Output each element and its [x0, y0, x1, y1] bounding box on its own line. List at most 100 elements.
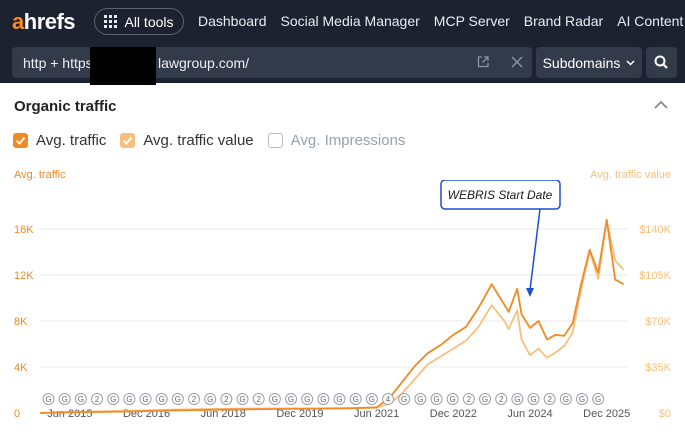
open-external-icon[interactable]	[476, 55, 490, 69]
event-marker	[107, 393, 120, 405]
event-marker-label: 2	[256, 395, 261, 404]
event-marker	[204, 393, 217, 405]
event-marker-label: G	[159, 395, 165, 404]
right-tick-label: $105K	[639, 270, 671, 282]
event-marker	[74, 393, 87, 405]
event-marker	[317, 393, 330, 405]
nav-ai-content-helper[interactable]: AI Content Help	[617, 13, 685, 29]
event-marker-label: 2	[467, 395, 472, 404]
panel-title: Organic traffic	[14, 98, 117, 115]
event-marker	[58, 393, 71, 405]
avg-traffic-value-toggle[interactable]: Avg. traffic value	[120, 132, 254, 149]
avg-traffic-toggle[interactable]: Avg. traffic	[13, 132, 106, 149]
event-marker-label: G	[110, 395, 116, 404]
grid-icon	[104, 15, 118, 28]
x-tick-label: Jun 2024	[507, 408, 552, 420]
organic-traffic-chart[interactable]: 0 $0 4K $35K 8K $70K 12K $105K 16K $140K Jun 2015 D…	[0, 180, 685, 434]
all-tools-label: All tools	[124, 13, 174, 30]
event-marker-label: G	[62, 395, 68, 404]
event-marker-label: G	[530, 395, 536, 404]
redacted-block	[90, 47, 156, 85]
event-marker-label: 2	[192, 395, 197, 404]
event-marker-label: 2	[95, 395, 100, 404]
event-marker-label: G	[450, 395, 456, 404]
right-tick-label: $0	[659, 408, 671, 420]
url-suffix: lawgroup.com/	[158, 55, 250, 71]
event-marker-label: G	[78, 395, 84, 404]
left-axis-title: Avg. traffic	[14, 169, 66, 181]
right-axis-title: Avg. traffic value	[590, 169, 671, 181]
event-marker	[479, 393, 492, 405]
nav-dashboard[interactable]: Dashboard	[198, 13, 267, 29]
event-marker-label: G	[142, 395, 148, 404]
top-navigation-bar: ahrefs All tools Dashboard Social Media …	[0, 0, 685, 43]
event-marker	[349, 393, 362, 405]
event-marker-label: G	[45, 395, 51, 404]
x-tick-label: Dec 2019	[276, 408, 323, 420]
main-nav: Dashboard Social Media Manager MCP Serve…	[198, 13, 685, 29]
event-marker-label: G	[369, 395, 375, 404]
callout-arrow-line	[529, 208, 541, 291]
event-marker	[576, 393, 589, 405]
event-marker	[446, 393, 459, 405]
nav-social-media-manager[interactable]: Social Media Manager	[280, 13, 420, 29]
event-marker	[333, 393, 346, 405]
event-marker-label: G	[417, 395, 423, 404]
left-tick-label: 12K	[14, 270, 34, 282]
event-marker	[91, 393, 104, 405]
avg-traffic-value-label: Avg. traffic value	[143, 132, 254, 149]
x-tick-label: Jun 2018	[201, 408, 246, 420]
event-marker	[171, 393, 184, 405]
chevron-up-icon[interactable]	[653, 99, 669, 111]
callout-box	[440, 180, 561, 210]
checkbox-checked-icon[interactable]	[13, 133, 28, 148]
search-icon	[654, 55, 668, 69]
event-marker	[268, 393, 281, 405]
left-tick-label: 4K	[14, 362, 28, 374]
event-marker	[42, 393, 55, 405]
checkbox-unchecked-icon[interactable]	[267, 133, 283, 148]
event-marker	[414, 393, 427, 405]
url-input[interactable]: http + https lawgroup.com/	[12, 47, 532, 85]
mode-select[interactable]: Subdomains	[536, 47, 642, 78]
event-marker-label: G	[482, 395, 488, 404]
mode-label: Subdomains	[542, 54, 621, 71]
checkbox-checked-icon[interactable]	[120, 133, 136, 148]
event-marker-label: G	[579, 395, 585, 404]
nav-brand-radar[interactable]: Brand Radar	[523, 13, 604, 29]
all-tools-button[interactable]: All tools	[94, 8, 184, 35]
event-marker	[123, 393, 136, 405]
event-marker-label: 2	[547, 395, 552, 404]
x-tick-label: Dec 2025	[583, 408, 630, 420]
event-marker	[139, 393, 152, 405]
event-marker	[398, 393, 411, 405]
right-tick-label: $140K	[639, 224, 671, 236]
event-marker-label: G	[336, 395, 342, 404]
event-marker-label: G	[320, 395, 326, 404]
left-tick-label: 0	[14, 408, 20, 420]
traffic-value-line	[39, 218, 625, 414]
avg-impressions-toggle[interactable]: Avg. Impressions	[267, 132, 405, 149]
chevron-down-icon	[626, 59, 635, 66]
url-prefix: http + https	[23, 55, 93, 71]
event-marker-label: G	[175, 395, 181, 404]
clear-icon[interactable]	[510, 55, 524, 69]
event-marker	[592, 393, 605, 405]
event-marker-label: 4	[386, 395, 391, 404]
event-marker-label: 2	[224, 395, 229, 404]
event-marker-label: G	[401, 395, 407, 404]
event-marker-label: G	[514, 395, 520, 404]
right-tick-label: $70K	[645, 316, 671, 328]
event-marker-label: G	[595, 395, 601, 404]
event-marker	[511, 393, 524, 405]
event-marker-label: G	[304, 395, 310, 404]
callout-arrow-head	[526, 288, 534, 297]
event-marker-label: G	[126, 395, 132, 404]
search-button[interactable]	[646, 47, 677, 78]
url-bar: http + https lawgroup.com/ Subdomains	[0, 43, 685, 85]
x-tick-label: Dec 2022	[430, 408, 477, 420]
event-marker	[155, 393, 168, 405]
ahrefs-logo[interactable]: ahrefs	[12, 9, 76, 35]
nav-mcp-server[interactable]: MCP Server	[433, 13, 510, 29]
event-marker	[382, 393, 395, 405]
